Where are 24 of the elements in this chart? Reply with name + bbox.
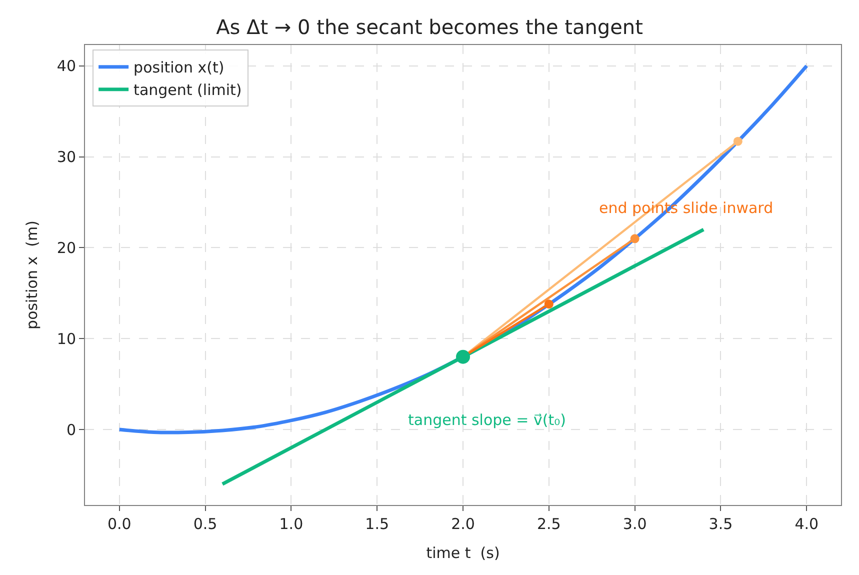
x-tick-label: 2.5 [536, 515, 561, 533]
x-tick-label: 4.0 [794, 515, 819, 533]
x-tick-label: 1.5 [365, 515, 390, 533]
annotation: tangent slope = v⃗(t₀) [408, 411, 566, 429]
y-tick-label: 20 [56, 238, 76, 257]
point [456, 350, 470, 364]
legend-label: position x(t) [134, 58, 224, 77]
chart-title: As Δt → 0 the secant becomes the tangent [216, 15, 644, 40]
x-tick-label: 0.0 [107, 515, 132, 533]
y-tick-label: 10 [56, 330, 76, 348]
y-axis-title: position x (m) [23, 220, 42, 330]
x-tick-label: 1.0 [279, 515, 304, 533]
legend-label: tangent (limit) [134, 81, 242, 100]
x-tick-label: 2.0 [451, 515, 475, 533]
point [630, 234, 640, 244]
x-tick-label: 3.0 [622, 515, 647, 533]
y-tick-label: 30 [56, 148, 76, 166]
y-tick-label: 0 [66, 420, 76, 439]
point [544, 300, 554, 309]
x-tick-label: 3.5 [708, 515, 733, 533]
x-tick-label: 0.5 [193, 515, 218, 533]
x-axis-title: time t (s) [426, 544, 500, 562]
y-tick-label: 40 [56, 57, 76, 76]
point [733, 136, 742, 146]
